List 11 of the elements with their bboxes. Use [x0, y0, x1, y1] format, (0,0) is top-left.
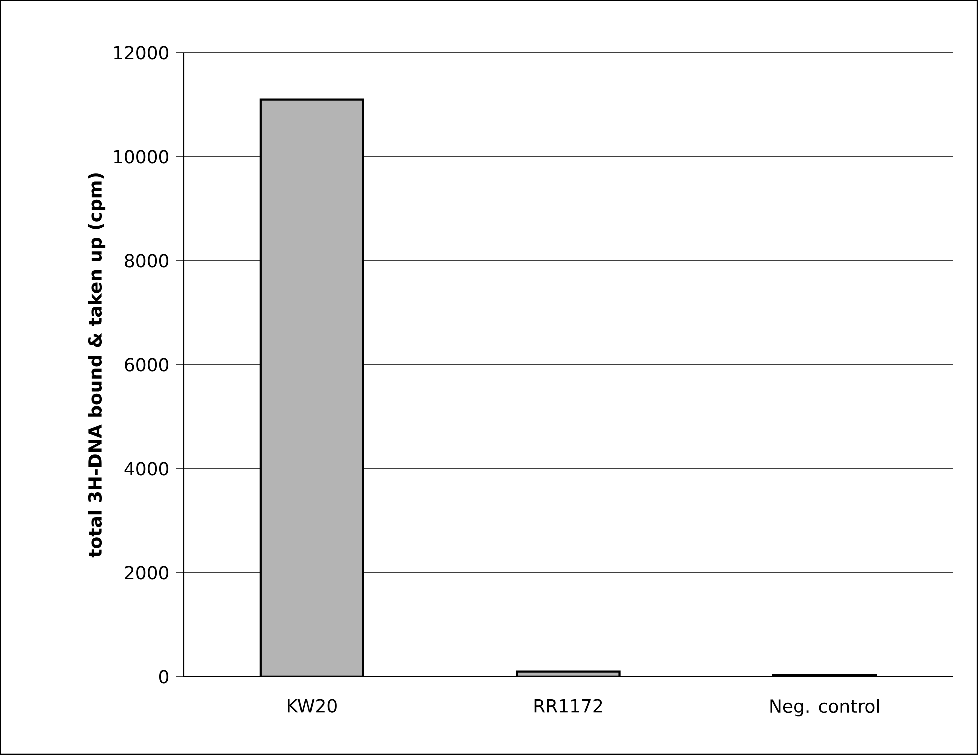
y-tick-label: 2000: [125, 566, 169, 580]
y-axis-title: total 3H-DNA bound & taken up (cpm): [88, 174, 106, 558]
y-tick-label: 10000: [114, 150, 169, 164]
y-tick-label: 6000: [125, 358, 169, 372]
x-tick-label: RR1172: [534, 699, 602, 713]
y-tick-label: 0: [159, 670, 169, 684]
x-tick-label: Neg. control: [770, 699, 880, 717]
x-tick-label: KW20: [288, 699, 337, 713]
y-tick-label: 12000: [114, 46, 169, 60]
y-tick-label: 8000: [125, 254, 169, 268]
y-tick-label: 4000: [124, 462, 169, 476]
